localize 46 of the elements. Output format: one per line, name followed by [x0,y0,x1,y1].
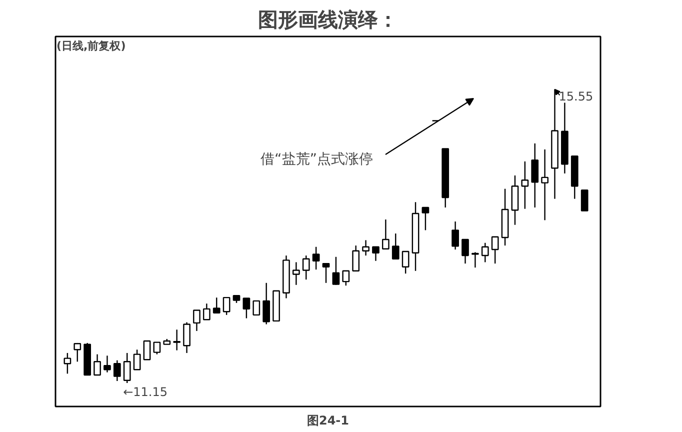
candlestick [352,244,360,272]
candlestick [322,262,330,284]
candlestick [123,352,131,384]
candlestick [312,246,320,270]
candlestick [481,242,489,263]
candlestick [541,148,548,221]
candlestick [462,238,469,264]
candlestick [362,240,370,256]
caption: 图24-1 [306,414,350,428]
candlestick [262,282,270,325]
candlestick [173,329,181,351]
candlestick [392,232,400,260]
candlestick [113,360,121,382]
chart-subtitle: (日线,前复权) [56,39,126,52]
candlestick [452,220,459,250]
candlestick [64,352,72,374]
annotation: 借“盐荒”点式涨停 [260,152,374,168]
candlestick [580,190,588,212]
candlestick [104,355,111,373]
text: ←11.15 [123,385,168,400]
candlestick [491,236,499,264]
candlestick [94,354,101,376]
candlestick [472,252,479,268]
candlestick [422,206,430,231]
candlestick [332,256,340,286]
annotation: 15.55 [558,89,594,104]
candlestick [252,300,260,316]
candlestick [521,160,529,210]
candlestick [402,250,410,274]
candlestick [153,342,161,355]
candlestick [292,262,300,286]
candlestick [242,298,250,319]
candlestick [74,342,82,362]
candlestick [133,349,141,370]
candlestick [382,218,390,250]
candlestick [302,254,310,280]
candlestick [531,142,539,208]
candlestick [202,302,210,320]
candlestick [372,246,380,262]
chart-title: 图形画线演绎： [258,8,398,32]
candlestick [143,340,151,360]
candlestick [342,270,350,286]
candlestick [212,296,220,314]
candlestick [222,296,230,316]
candlestick [183,322,190,354]
candlestick [193,310,200,332]
